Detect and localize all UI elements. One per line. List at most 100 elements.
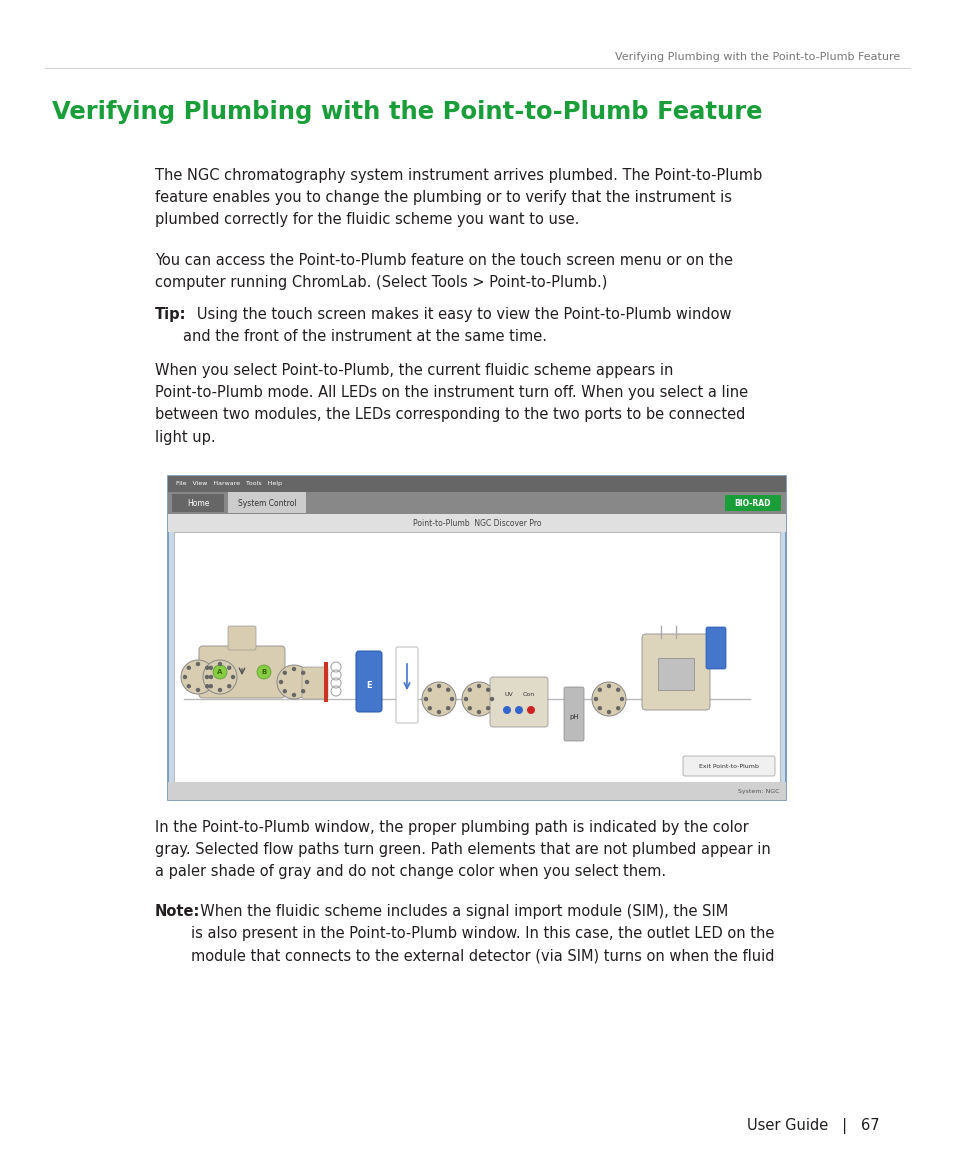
Circle shape	[256, 665, 271, 679]
Circle shape	[593, 697, 598, 701]
Circle shape	[301, 671, 305, 675]
Text: When the fluidic scheme includes a signal import module (SIM), the SIM
is also p: When the fluidic scheme includes a signa…	[191, 904, 774, 963]
Circle shape	[209, 665, 213, 670]
FancyBboxPatch shape	[563, 687, 583, 741]
Circle shape	[282, 688, 287, 693]
Circle shape	[205, 665, 209, 670]
Text: Verifying Plumbing with the Point-to-Plumb Feature: Verifying Plumbing with the Point-to-Plu…	[52, 100, 761, 124]
Text: Tip:: Tip:	[154, 307, 186, 322]
FancyBboxPatch shape	[172, 494, 224, 512]
Bar	[168, 493, 785, 513]
Bar	[324, 662, 328, 702]
Text: Home: Home	[187, 498, 209, 508]
Text: E: E	[366, 680, 372, 690]
Circle shape	[301, 688, 305, 693]
Circle shape	[606, 709, 611, 714]
Bar	[724, 495, 781, 511]
Circle shape	[502, 706, 511, 714]
Circle shape	[421, 681, 456, 716]
Circle shape	[485, 706, 490, 710]
Circle shape	[467, 687, 472, 692]
Circle shape	[616, 706, 619, 710]
Circle shape	[461, 681, 496, 716]
FancyBboxPatch shape	[395, 647, 417, 723]
FancyBboxPatch shape	[641, 634, 709, 710]
Text: Verifying Plumbing with the Point-to-Plumb Feature: Verifying Plumbing with the Point-to-Plu…	[614, 52, 899, 61]
Circle shape	[276, 665, 311, 699]
Circle shape	[217, 662, 222, 666]
FancyBboxPatch shape	[355, 651, 381, 712]
Circle shape	[195, 687, 200, 692]
Circle shape	[436, 709, 440, 714]
Text: The NGC chromatography system instrument arrives plumbed. The Point-to-Plumb
fea: The NGC chromatography system instrument…	[154, 168, 761, 227]
Circle shape	[476, 709, 480, 714]
FancyBboxPatch shape	[228, 626, 255, 650]
Text: Note:: Note:	[154, 904, 200, 919]
Circle shape	[181, 659, 214, 694]
Circle shape	[485, 687, 490, 692]
Circle shape	[592, 681, 625, 716]
Circle shape	[597, 687, 601, 692]
Text: Con: Con	[522, 692, 535, 697]
Circle shape	[619, 697, 623, 701]
Circle shape	[217, 687, 222, 692]
Circle shape	[467, 706, 472, 710]
Circle shape	[489, 697, 494, 701]
Circle shape	[476, 684, 480, 688]
FancyBboxPatch shape	[302, 666, 328, 699]
Circle shape	[597, 706, 601, 710]
Circle shape	[231, 675, 235, 679]
Circle shape	[526, 706, 535, 714]
Circle shape	[436, 684, 440, 688]
Text: File   View   Harware   Tools   Help: File View Harware Tools Help	[175, 481, 282, 487]
Circle shape	[209, 684, 213, 688]
Circle shape	[292, 693, 295, 698]
Circle shape	[606, 684, 611, 688]
Text: In the Point-to-Plumb window, the proper plumbing path is indicated by the color: In the Point-to-Plumb window, the proper…	[154, 821, 770, 880]
Circle shape	[616, 687, 619, 692]
Circle shape	[195, 662, 200, 666]
Circle shape	[427, 706, 432, 710]
Text: Exit Point-to-Plumb: Exit Point-to-Plumb	[699, 764, 759, 768]
Circle shape	[227, 684, 232, 688]
Text: User Guide   |   67: User Guide | 67	[746, 1118, 879, 1134]
Circle shape	[515, 706, 522, 714]
FancyBboxPatch shape	[228, 493, 306, 513]
Circle shape	[282, 671, 287, 675]
Circle shape	[423, 697, 428, 701]
Bar	[173, 532, 780, 782]
Text: UV: UV	[504, 692, 513, 697]
Circle shape	[449, 697, 454, 701]
Text: When you select Point-to-Plumb, the current fluidic scheme appears in
Point-to-P: When you select Point-to-Plumb, the curr…	[154, 363, 747, 445]
Bar	[168, 476, 785, 493]
Text: A: A	[217, 669, 222, 675]
Circle shape	[278, 680, 283, 684]
Circle shape	[187, 665, 191, 670]
Text: Point-to-Plumb  NGC Discover Pro: Point-to-Plumb NGC Discover Pro	[413, 518, 540, 527]
Circle shape	[445, 687, 450, 692]
Bar	[168, 782, 785, 800]
Bar	[168, 476, 785, 800]
Circle shape	[187, 684, 191, 688]
Circle shape	[304, 680, 309, 684]
Bar	[168, 513, 785, 532]
Text: B: B	[261, 669, 266, 675]
Circle shape	[205, 675, 209, 679]
Circle shape	[463, 697, 468, 701]
Circle shape	[227, 665, 232, 670]
Text: System Control: System Control	[237, 498, 296, 508]
Text: Using the touch screen makes it easy to view the Point-to-Plumb window
and the f: Using the touch screen makes it easy to …	[183, 307, 731, 344]
FancyBboxPatch shape	[490, 677, 547, 727]
Text: pH: pH	[569, 714, 578, 720]
Text: System: NGC: System: NGC	[738, 788, 780, 794]
Circle shape	[203, 659, 236, 694]
Bar	[658, 658, 693, 690]
FancyBboxPatch shape	[682, 756, 774, 777]
FancyBboxPatch shape	[705, 627, 725, 669]
Circle shape	[213, 665, 227, 679]
Circle shape	[183, 675, 187, 679]
Text: BIO-RAD: BIO-RAD	[734, 498, 770, 508]
Text: You can access the Point-to-Plumb feature on the touch screen menu or on the
com: You can access the Point-to-Plumb featur…	[154, 253, 732, 290]
FancyBboxPatch shape	[199, 646, 285, 698]
Circle shape	[427, 687, 432, 692]
